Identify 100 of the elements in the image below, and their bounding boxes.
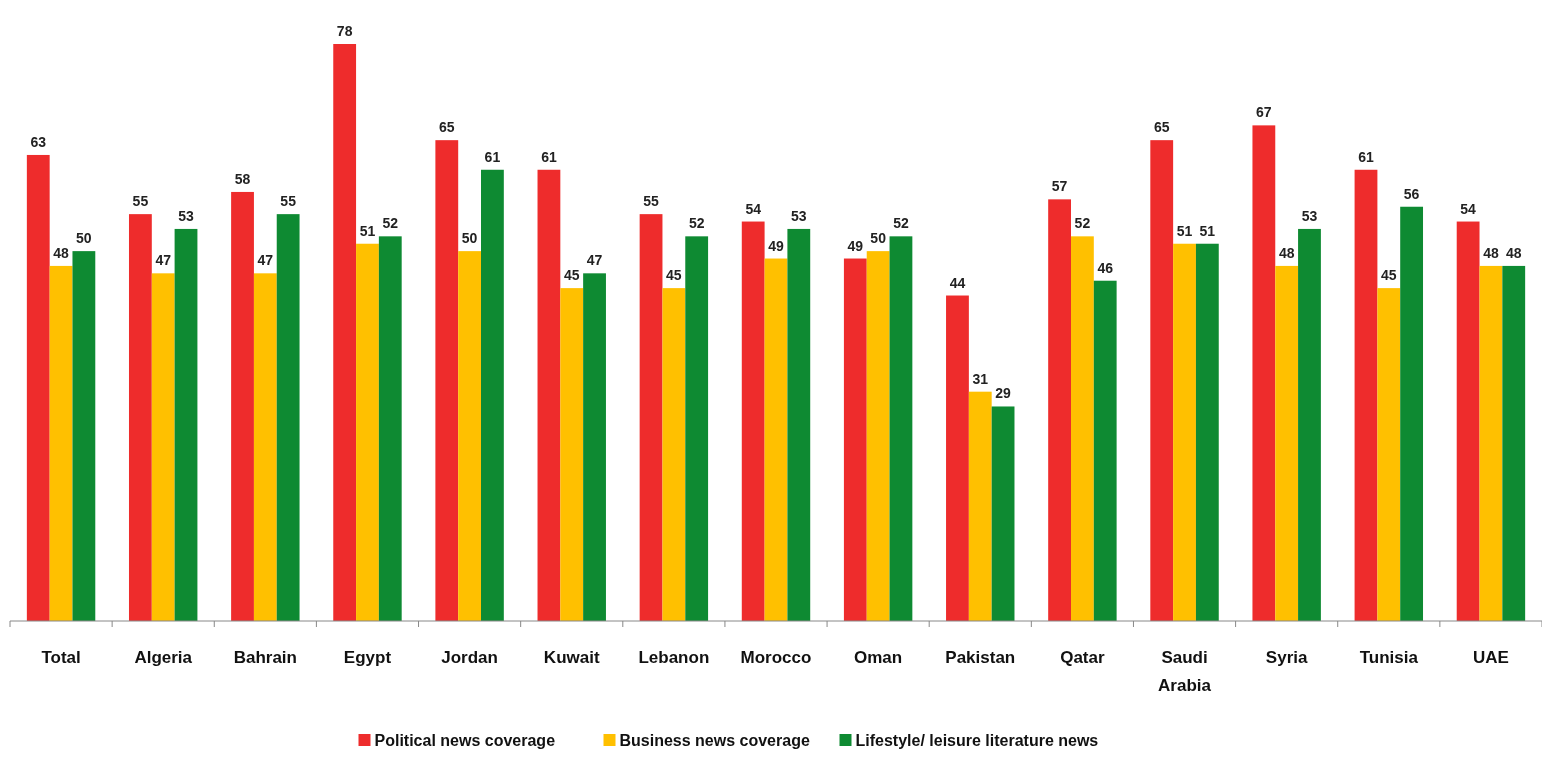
bar bbox=[866, 251, 890, 621]
x-tick-label: Total bbox=[41, 648, 81, 667]
legend-label: Political news coverage bbox=[374, 732, 556, 749]
data-label: 52 bbox=[893, 215, 909, 232]
data-label: 48 bbox=[1483, 244, 1499, 261]
bar bbox=[435, 140, 459, 621]
bar bbox=[1354, 169, 1378, 621]
bar bbox=[231, 191, 254, 621]
bar bbox=[26, 154, 50, 621]
data-label: 45 bbox=[563, 267, 580, 284]
bar bbox=[685, 236, 709, 621]
bar bbox=[1377, 288, 1401, 621]
data-label: 61 bbox=[1358, 148, 1374, 165]
bar bbox=[1252, 125, 1276, 621]
data-label: 47 bbox=[257, 252, 274, 269]
x-tick-label: UAE bbox=[1472, 648, 1509, 667]
data-label: 52 bbox=[1074, 215, 1091, 232]
bar bbox=[481, 169, 504, 621]
bar bbox=[991, 406, 1015, 621]
bar bbox=[764, 258, 788, 621]
bar bbox=[889, 236, 913, 621]
bar bbox=[787, 228, 811, 621]
data-label: 46 bbox=[1097, 259, 1114, 276]
x-tick-label: Morocco bbox=[740, 648, 812, 667]
data-label: 50 bbox=[76, 230, 92, 247]
data-label: 53 bbox=[791, 207, 807, 224]
data-label: 65 bbox=[1153, 119, 1170, 136]
data-label: 52 bbox=[688, 215, 705, 232]
bar bbox=[333, 44, 357, 621]
data-label: 45 bbox=[1381, 267, 1397, 284]
data-label: 45 bbox=[666, 267, 682, 284]
bar bbox=[1093, 280, 1117, 621]
bar bbox=[49, 265, 73, 621]
bar bbox=[1195, 243, 1219, 621]
bar bbox=[276, 214, 300, 621]
data-label: 54 bbox=[745, 200, 762, 217]
bar bbox=[128, 214, 152, 621]
data-label: 51 bbox=[359, 222, 376, 239]
data-label: 44 bbox=[949, 274, 966, 291]
data-label: 55 bbox=[643, 193, 660, 210]
data-label: 49 bbox=[847, 237, 864, 254]
bar bbox=[1150, 140, 1174, 621]
data-label: 51 bbox=[1176, 222, 1193, 239]
bar bbox=[1479, 265, 1503, 621]
bar bbox=[72, 251, 96, 621]
data-label: 55 bbox=[132, 193, 149, 210]
data-label: 63 bbox=[30, 133, 47, 150]
data-label: 53 bbox=[178, 207, 195, 224]
x-tick-label: Jordan bbox=[441, 648, 498, 667]
bar bbox=[968, 391, 992, 621]
data-label: 48 bbox=[1278, 244, 1295, 261]
bar bbox=[662, 288, 686, 621]
data-label: 58 bbox=[234, 170, 251, 187]
data-label: 65 bbox=[439, 119, 455, 136]
x-tick-label: Egypt bbox=[343, 648, 392, 667]
bar bbox=[583, 273, 606, 621]
data-label: 67 bbox=[1256, 104, 1272, 121]
data-label: 49 bbox=[768, 237, 784, 254]
bar bbox=[1400, 206, 1424, 621]
x-tick-label: Kuwait bbox=[543, 648, 600, 667]
bar bbox=[378, 236, 402, 621]
data-label: 47 bbox=[155, 252, 172, 269]
data-label: 31 bbox=[972, 370, 989, 387]
x-tick-label: Pakistan bbox=[945, 648, 1016, 667]
data-label: 57 bbox=[1051, 178, 1068, 195]
bar bbox=[1048, 199, 1071, 621]
x-tick-label: Syria bbox=[1265, 648, 1308, 667]
data-label: 54 bbox=[1460, 200, 1477, 217]
data-label: 50 bbox=[461, 230, 478, 247]
data-label: 51 bbox=[1199, 222, 1216, 239]
data-label: 48 bbox=[53, 244, 70, 261]
bar bbox=[151, 273, 175, 621]
bar bbox=[741, 221, 765, 621]
data-label: 52 bbox=[382, 215, 399, 232]
data-label: 50 bbox=[870, 230, 887, 247]
legend-label: Business news coverage bbox=[619, 732, 810, 749]
data-label: 29 bbox=[995, 385, 1012, 402]
bar bbox=[639, 214, 663, 621]
x-tick-label: Oman bbox=[854, 648, 903, 667]
bar bbox=[253, 273, 277, 621]
data-label: 78 bbox=[336, 23, 353, 39]
bar bbox=[843, 258, 867, 621]
data-label: 48 bbox=[1505, 244, 1522, 261]
x-tick-label: Qatar bbox=[1060, 648, 1105, 667]
bar bbox=[356, 243, 379, 621]
bar bbox=[946, 295, 969, 621]
data-label: 53 bbox=[1301, 207, 1318, 224]
bar bbox=[537, 169, 561, 621]
data-label: 47 bbox=[586, 252, 603, 269]
legend-label: Lifestyle/ leisure literature news bbox=[855, 732, 1099, 749]
data-label: 56 bbox=[1403, 185, 1420, 202]
bar bbox=[1173, 243, 1196, 621]
x-tick-label: Lebanon bbox=[638, 648, 710, 667]
bar bbox=[1298, 228, 1321, 621]
bar bbox=[560, 288, 584, 621]
bar bbox=[1502, 265, 1526, 621]
data-label: 61 bbox=[541, 148, 557, 165]
bar bbox=[174, 228, 198, 621]
x-tick-label: Tunisia bbox=[1359, 648, 1419, 667]
data-label: 55 bbox=[280, 193, 297, 210]
